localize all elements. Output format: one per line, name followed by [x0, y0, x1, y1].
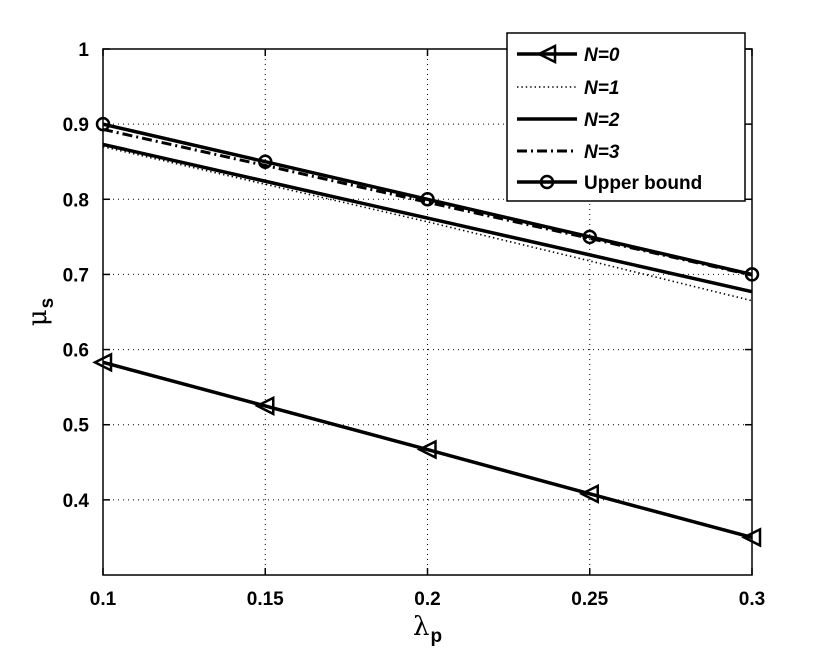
legend-item-4: Upper bound: [517, 173, 702, 194]
legend-label-1: N=1: [584, 78, 619, 99]
series-0-point-3: [578, 483, 599, 504]
tick-labels: 0.1 0.15 0.2 0.25 0.3 0.4 0.5 0.6 0.7 0.8 0.9 1: [63, 40, 766, 610]
y-tick-label-2: 0.6: [63, 341, 89, 362]
series-0: [92, 352, 762, 548]
series-line-4: [102, 122, 753, 277]
series-4-point-3: [582, 229, 597, 245]
legend-item-3: N=3: [517, 142, 620, 163]
y-tick-label-3: 0.7: [63, 265, 89, 286]
x-axis-subscript: p: [430, 626, 442, 647]
x-tick-label-3: 0.25: [571, 589, 608, 610]
y-tick-label-4: 0.8: [63, 190, 89, 211]
series-line-0: [102, 360, 753, 540]
x-tick-label-2: 0.2: [414, 589, 440, 610]
legend-marker-0: [536, 43, 557, 65]
x-axis-label: λp: [413, 612, 442, 647]
legend-label-0: N=0: [584, 45, 620, 66]
plot-series: [92, 116, 762, 548]
y-axis-symbol: μ: [23, 309, 53, 326]
x-tick-label-4: 0.3: [739, 589, 765, 610]
legend-item-1: N=1: [517, 78, 619, 99]
x-tick-label-1: 0.15: [247, 589, 284, 610]
y-tick-label-6: 1: [78, 40, 89, 61]
series-4-point-1: [258, 154, 273, 169]
legend-label-3: N=3: [584, 142, 620, 163]
y-tick-label-5: 0.9: [63, 115, 89, 136]
legend-label-2: N=2: [584, 110, 620, 131]
legend-marker-4: [539, 174, 555, 190]
y-axis-label: μs: [23, 298, 58, 326]
series-0-point-2: [416, 439, 437, 460]
legend-item-0: N=0: [517, 43, 620, 66]
series-4-point-2: [420, 192, 435, 207]
legend-box: [506, 32, 746, 202]
y-tick-label-1: 0.5: [63, 416, 90, 437]
series-1: [102, 145, 753, 302]
axis-ticks: [102, 48, 753, 575]
legend-item-2: N=2: [517, 110, 620, 131]
series-line-2: [102, 142, 753, 294]
y-axis-subscript: s: [37, 298, 58, 309]
legend: N=0 N=1 N=2 N=3 Upper bound: [506, 32, 746, 202]
series-line-1: [102, 145, 753, 302]
series-2: [102, 142, 753, 294]
y-tick-label-0: 0.4: [63, 491, 90, 512]
legend-label-4: Upper bound: [584, 173, 702, 194]
x-axis-symbol: λ: [413, 612, 429, 642]
x-tick-label-0: 0.1: [90, 589, 117, 610]
series-0-point-1: [254, 395, 275, 416]
